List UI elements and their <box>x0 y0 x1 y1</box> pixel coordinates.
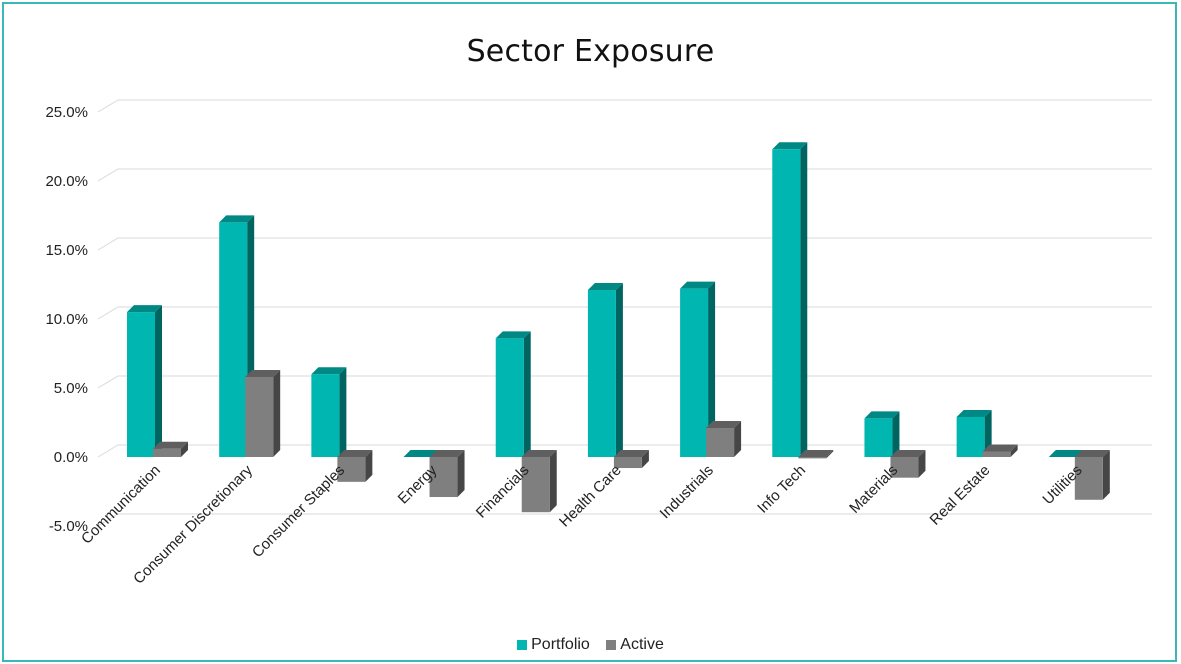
legend-swatch-portfolio <box>517 640 528 650</box>
bar-portfolio-real-estate <box>956 409 992 457</box>
gridline <box>97 99 1152 113</box>
gridline <box>97 375 1152 389</box>
bar-portfolio-financials <box>495 331 531 457</box>
bar-active-consumer-discretionary <box>245 369 281 457</box>
gridline <box>97 513 1152 527</box>
gridline <box>97 168 1152 182</box>
y-tick-label: 25.0% <box>45 104 88 121</box>
bar-active-financials <box>521 450 557 513</box>
bar-active-real-estate <box>982 444 1018 457</box>
y-axis-ticks: -5.0% 0.0% 5.0% 10.0% 15.0% 20.0% 25.0% <box>45 104 88 535</box>
bar-portfolio-energy <box>403 450 439 457</box>
legend-item-portfolio: Portfolio <box>517 636 590 654</box>
x-tick-label: Industrials <box>657 462 717 522</box>
bar-portfolio-health-care <box>587 283 623 457</box>
x-tick-label: Health Care <box>556 462 625 531</box>
legend-label-portfolio: Portfolio <box>531 636 590 653</box>
x-tick-label: Communication <box>78 462 164 548</box>
x-tick-label: Consumer Staples <box>249 462 348 561</box>
y-tick-label: 15.0% <box>45 242 88 259</box>
x-tick-label: Info Tech <box>754 462 809 517</box>
bar-active-health-care <box>613 450 649 469</box>
bar-portfolio-consumer-staples <box>311 367 347 457</box>
bar-active-energy <box>429 450 465 498</box>
bar-active-utilities <box>1074 450 1110 500</box>
y-tick-label: 10.0% <box>45 311 88 328</box>
bars <box>127 142 1110 513</box>
bar-portfolio-utilities <box>1048 450 1084 457</box>
chart-title: Sector Exposure <box>466 34 715 69</box>
bar-portfolio-info-tech <box>772 142 808 457</box>
bar-active-communication <box>153 441 188 457</box>
legend-item-active: Active <box>606 636 664 654</box>
bar-portfolio-communication <box>127 305 162 457</box>
bar-portfolio-industrials <box>680 281 716 457</box>
legend-swatch-active <box>606 640 617 650</box>
y-tick-label: -5.0% <box>49 518 88 535</box>
gridline <box>97 444 1152 458</box>
legend: Portfolio Active <box>0 636 1181 655</box>
legend-label-active: Active <box>620 636 664 653</box>
y-tick-label: 0.0% <box>54 449 88 466</box>
gridline <box>97 306 1152 320</box>
bar-active-materials <box>890 450 926 478</box>
gridlines <box>97 99 1152 527</box>
bar-active-industrials <box>706 421 742 457</box>
y-tick-label: 5.0% <box>54 380 88 397</box>
bar-portfolio-materials <box>864 411 900 457</box>
x-tick-label: Real Estate <box>927 462 994 529</box>
bar-active-info-tech <box>798 450 834 459</box>
y-tick-label: 20.0% <box>45 173 88 190</box>
gridline <box>97 237 1152 251</box>
bar-active-consumer-staples <box>337 450 373 482</box>
x-tick-label: Materials <box>846 462 901 517</box>
